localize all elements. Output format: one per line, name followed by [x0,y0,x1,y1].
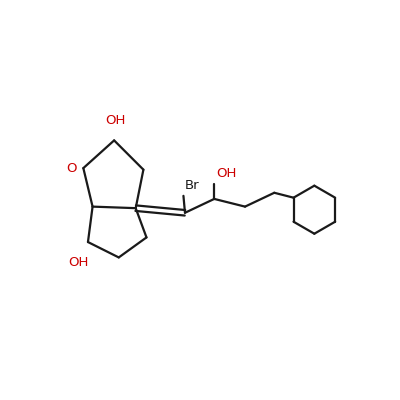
Text: O: O [66,162,76,175]
Text: OH: OH [106,114,126,128]
Text: Br: Br [185,179,200,192]
Text: OH: OH [216,168,236,180]
Text: OH: OH [68,256,89,269]
